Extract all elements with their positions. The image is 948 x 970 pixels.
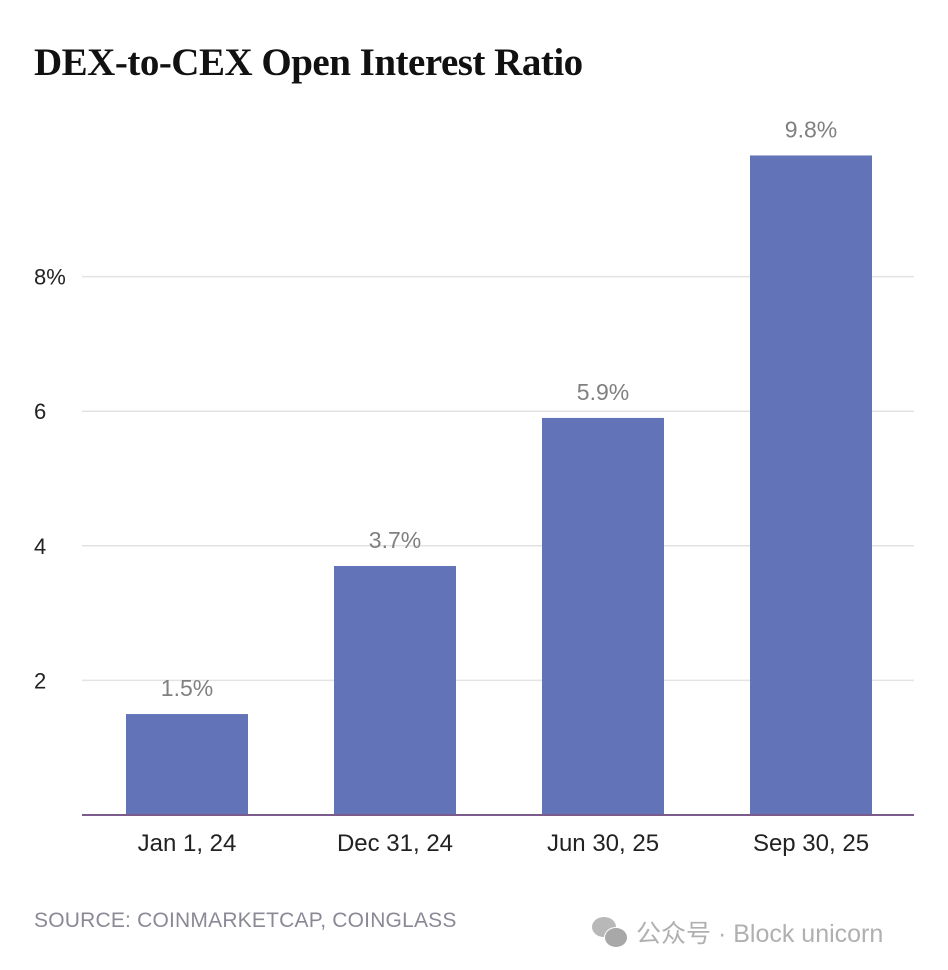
y-tick-label: 8% — [34, 265, 66, 290]
wechat-icon — [592, 917, 628, 948]
bar — [334, 565, 456, 815]
x-tick-label: Sep 30, 25 — [753, 830, 869, 857]
watermark-text: 公众号 · Block unicorn — [636, 920, 884, 948]
y-tick-label: 4 — [34, 534, 46, 559]
data-label: 5.9% — [577, 379, 629, 405]
x-tick-label: Dec 31, 24 — [337, 830, 453, 857]
bar — [542, 417, 664, 815]
x-tick-label: Jan 1, 24 — [138, 830, 237, 857]
bar — [750, 155, 872, 815]
data-label: 3.7% — [369, 527, 421, 553]
x-tick-label: Jun 30, 25 — [547, 830, 659, 857]
bar — [126, 714, 248, 815]
data-label: 9.8% — [785, 116, 837, 142]
y-tick-label: 2 — [34, 668, 46, 693]
data-label: 1.5% — [161, 675, 213, 701]
source-note: SOURCE: COINMARKETCAP, COINGLASS — [34, 909, 457, 932]
y-tick-label: 6 — [34, 399, 46, 424]
watermark: 公众号 · Block unicorn — [592, 914, 883, 950]
chart-title: DEX-to-CEX Open Interest Ratio — [34, 41, 583, 84]
bar-chart: 2 4 6 8% 1.5% Jan 1, 24 3.7% Dec 31, 24 5.9% Jun … — [34, 116, 914, 857]
